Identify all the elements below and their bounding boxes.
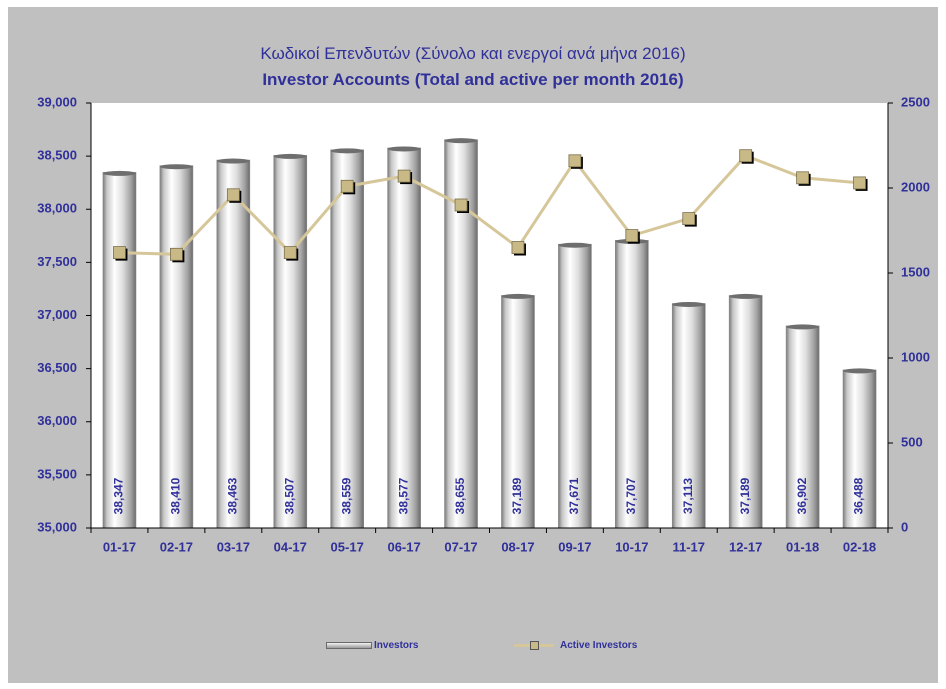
y-tick-label: 35,000 <box>37 519 77 534</box>
legend-item-active-investors: Active Investors <box>514 640 637 651</box>
legend-label-active-investors: Active Investors <box>560 640 637 651</box>
bar-data-label: 38,410 <box>169 477 183 514</box>
bar-data-label: 37,189 <box>510 477 524 514</box>
bar <box>217 160 250 528</box>
bar-cap <box>558 243 591 248</box>
x-tick-label: 03-17 <box>217 539 250 554</box>
line-point <box>569 155 581 167</box>
x-tick-label: 01-17 <box>103 539 136 554</box>
x-tick-label: 08-17 <box>501 539 534 554</box>
plot-area <box>91 103 888 528</box>
legend-label-investors: Investors <box>374 640 418 651</box>
line-point <box>113 247 125 259</box>
y-tick-label: 37,000 <box>37 307 77 322</box>
line-point <box>170 248 182 260</box>
bar-data-label: 38,463 <box>225 477 239 514</box>
bar-data-label: 38,559 <box>339 477 353 514</box>
bar <box>274 155 307 528</box>
line-point <box>284 247 296 259</box>
x-tick-label: 06-17 <box>387 539 420 554</box>
bar <box>388 148 421 528</box>
bar-cap <box>672 302 705 307</box>
x-tick-label: 12-17 <box>729 539 762 554</box>
y2-tick-label: 500 <box>901 434 923 449</box>
y-tick-label: 36,000 <box>37 413 77 428</box>
line-point <box>341 180 353 192</box>
x-tick-label: 02-18 <box>843 539 876 554</box>
y-tick-label: 39,000 <box>37 94 77 109</box>
y-tick-label: 38,500 <box>37 148 77 163</box>
bar-cap <box>786 324 819 329</box>
line-point <box>797 172 809 184</box>
bar-data-label: 36,488 <box>852 477 866 514</box>
line-point <box>626 230 638 242</box>
legend-line-swatch <box>514 644 554 647</box>
bar-data-label: 36,902 <box>795 477 809 514</box>
x-tick-label: 10-17 <box>615 539 648 554</box>
x-tick-label: 04-17 <box>274 539 307 554</box>
bar-cap <box>729 294 762 299</box>
x-tick-label: 11-17 <box>672 539 705 554</box>
y-tick-label: 35,500 <box>37 466 77 481</box>
line-point <box>398 170 410 182</box>
bar-data-label: 37,707 <box>624 477 638 514</box>
bar <box>103 172 136 528</box>
y2-tick-label: 2500 <box>901 94 930 109</box>
bar-data-label: 38,577 <box>396 477 410 514</box>
line-point <box>854 177 866 189</box>
bar-cap <box>501 294 534 299</box>
bar <box>331 150 364 528</box>
y2-tick-label: 1000 <box>901 349 930 364</box>
bar-data-label: 38,347 <box>112 477 126 514</box>
y2-tick-label: 1500 <box>901 264 930 279</box>
line-point <box>227 189 239 201</box>
bar-cap <box>217 159 250 164</box>
bar-cap <box>843 368 876 373</box>
y-tick-label: 38,000 <box>37 201 77 216</box>
y2-tick-label: 0 <box>901 519 908 534</box>
bar-cap <box>160 164 193 169</box>
y-tick-label: 36,500 <box>37 360 77 375</box>
bar-data-label: 37,671 <box>567 477 581 514</box>
x-tick-label: 01-18 <box>786 539 819 554</box>
bar-data-label: 37,189 <box>738 477 752 514</box>
x-tick-label: 05-17 <box>331 539 364 554</box>
bar-data-label: 38,655 <box>453 477 467 514</box>
x-tick-label: 09-17 <box>558 539 591 554</box>
x-tick-label: 02-17 <box>160 539 193 554</box>
bar-cap <box>445 138 478 143</box>
x-tick-label: 07-17 <box>444 539 477 554</box>
line-point <box>683 213 695 225</box>
bar-cap <box>103 171 136 176</box>
bar-data-label: 37,113 <box>681 478 695 514</box>
bar-cap <box>331 148 364 153</box>
line-point <box>740 150 752 162</box>
y-tick-label: 37,500 <box>37 254 77 269</box>
bar <box>160 166 193 528</box>
bar-data-label: 38,507 <box>282 477 296 514</box>
legend-item-investors: Investors <box>326 640 418 651</box>
legend-bar-swatch <box>326 642 372 649</box>
bar-cap <box>274 154 307 159</box>
bar-cap <box>388 146 421 151</box>
line-point <box>512 242 524 254</box>
line-point <box>455 199 467 211</box>
y2-tick-label: 2000 <box>901 179 930 194</box>
